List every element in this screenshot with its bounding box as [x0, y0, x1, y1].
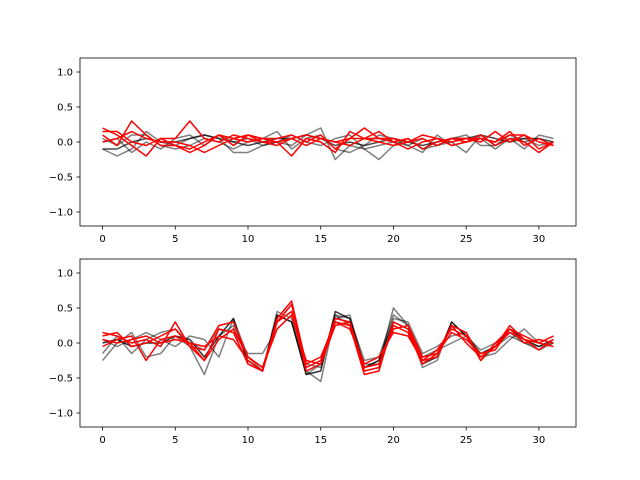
x-tick-label: 20 — [387, 234, 400, 245]
x-tick-label: 15 — [314, 234, 327, 245]
x-tick-label: 5 — [172, 435, 178, 446]
y-tick-label: 1.0 — [57, 269, 73, 280]
y-tick-label: −1.0 — [49, 409, 73, 420]
x-tick-label: 25 — [460, 234, 473, 245]
y-tick-label: −0.5 — [49, 374, 73, 385]
y-tick-label: −1.0 — [49, 208, 73, 219]
series-group — [102, 120, 554, 161]
y-tick-label: 0.5 — [57, 304, 73, 315]
y-tick-label: −0.5 — [49, 173, 73, 184]
y-tick-label: 0.0 — [57, 339, 73, 350]
series-line-8 — [102, 314, 554, 369]
y-tick-label: 0.5 — [57, 103, 73, 114]
x-tick-label: 10 — [242, 234, 255, 245]
x-tick-label: 10 — [242, 435, 255, 446]
x-tick-label: 0 — [99, 435, 105, 446]
x-tick-label: 5 — [172, 234, 178, 245]
series-line-8 — [102, 130, 554, 154]
y-tick-label: 1.0 — [57, 68, 73, 79]
bottom-subplot: 0 5 10 15 20 25 30 −1.0 −0.5 0.0 0.5 1.0 — [49, 258, 577, 446]
y-tick-label: 0.0 — [57, 138, 73, 149]
series-line-6 — [102, 303, 554, 369]
x-tick-label: 30 — [533, 234, 546, 245]
x-tick-label: 30 — [533, 435, 546, 446]
series-group — [101, 300, 554, 383]
x-tick-label: 15 — [314, 435, 327, 446]
x-tick-label: 0 — [99, 234, 105, 245]
x-tick-label: 25 — [460, 435, 473, 446]
x-tick-label: 20 — [387, 435, 400, 446]
top-subplot: 0 5 10 15 20 25 30 −1.0 −0.5 0.0 0.5 1.0 — [49, 57, 577, 245]
